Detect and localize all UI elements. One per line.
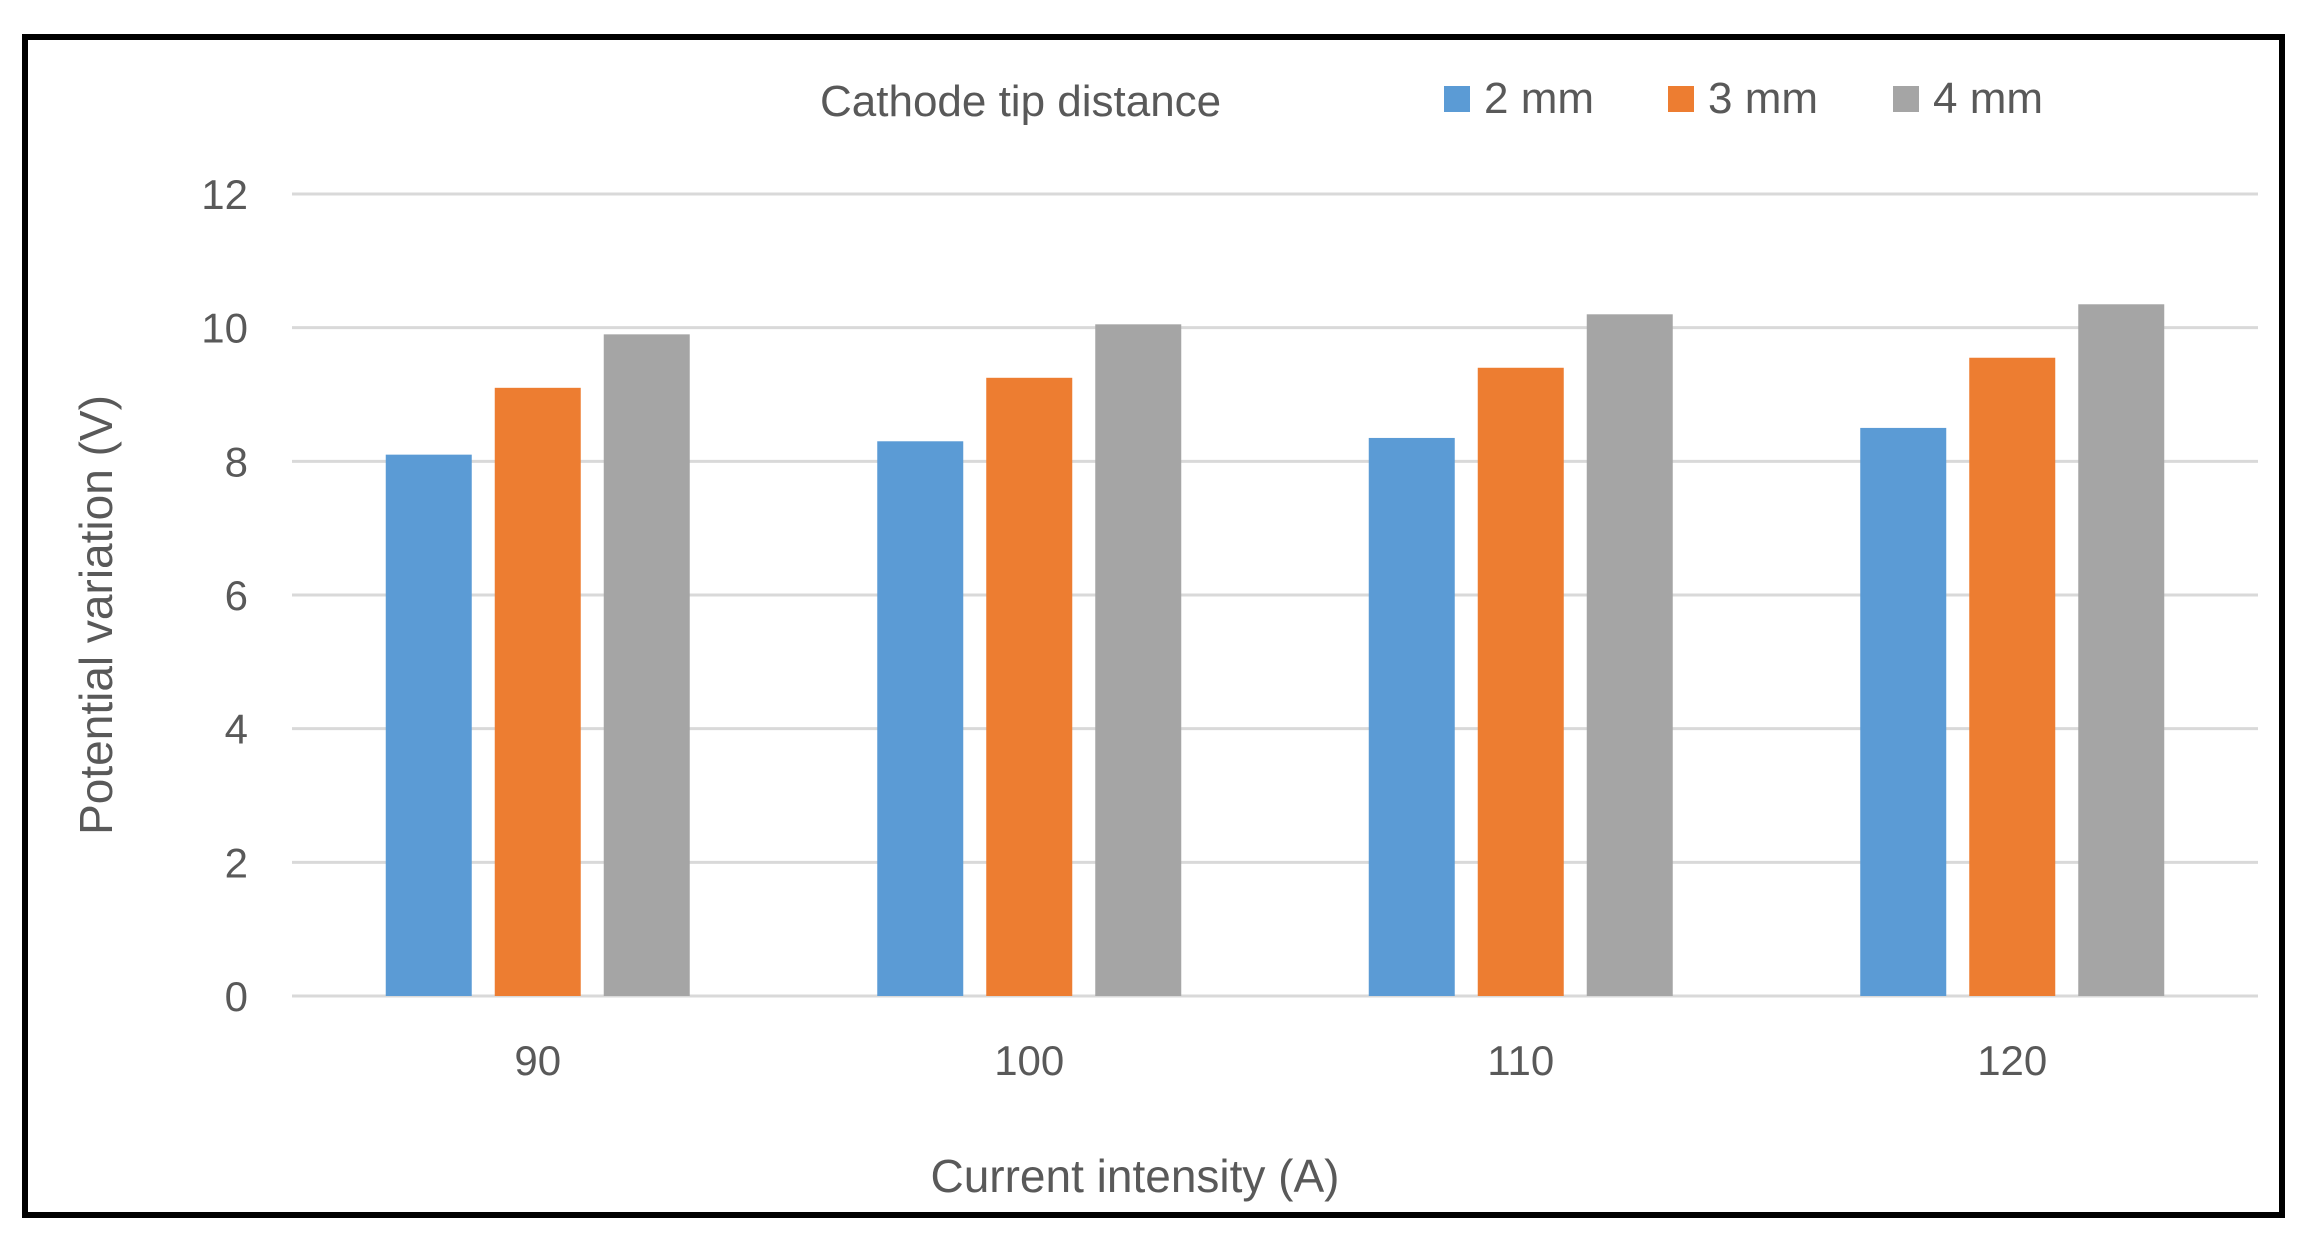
y-axis-title: Potential variation (V)	[70, 395, 122, 835]
y-tick-label: 4	[225, 706, 248, 753]
bar-2mm-120	[1860, 427, 1947, 997]
bar-4mm-90	[603, 334, 690, 997]
y-tick-label: 2	[225, 839, 248, 886]
y-tick-labels: 0 2 4 6 8 10 12	[201, 171, 248, 1020]
legend-label: 4 mm	[1933, 74, 2043, 123]
legend-swatch	[1668, 86, 1694, 112]
gridlines	[292, 192, 2258, 998]
y-tick-label: 8	[225, 438, 248, 485]
bars	[385, 304, 2165, 997]
bar-3mm-110	[1477, 367, 1564, 996]
legend-title: Cathode tip distance	[820, 77, 1221, 126]
bar-3mm-100	[986, 377, 1073, 997]
x-tick-label: 90	[514, 1037, 561, 1084]
bar-2mm-90	[385, 454, 472, 996]
y-tick-label: 6	[225, 572, 248, 619]
x-axis-title: Current intensity (A)	[930, 1150, 1339, 1202]
legend-label: 2 mm	[1484, 74, 1594, 123]
bar-3mm-120	[1969, 357, 2056, 996]
x-tick-label: 100	[994, 1037, 1064, 1084]
bar-2mm-110	[1368, 437, 1455, 997]
x-tick-label: 120	[1977, 1037, 2047, 1084]
x-tick-label: 110	[1487, 1037, 1554, 1084]
legend-swatch	[1444, 86, 1470, 112]
legend-label: 3 mm	[1708, 74, 1818, 123]
bar-4mm-120	[2078, 304, 2165, 996]
bar-4mm-100	[1095, 324, 1182, 996]
bar-2mm-100	[877, 441, 964, 996]
bar-4mm-110	[1586, 314, 1673, 996]
bar-3mm-90	[494, 387, 581, 997]
y-tick-label: 12	[201, 171, 248, 218]
y-tick-label: 10	[201, 305, 248, 352]
x-tick-labels: 90 100 110 120	[514, 1037, 2047, 1084]
y-tick-label: 0	[225, 973, 248, 1020]
legend-swatch	[1893, 86, 1919, 112]
legend: Cathode tip distance 2 mm 3 mm 4 mm	[820, 74, 2043, 126]
